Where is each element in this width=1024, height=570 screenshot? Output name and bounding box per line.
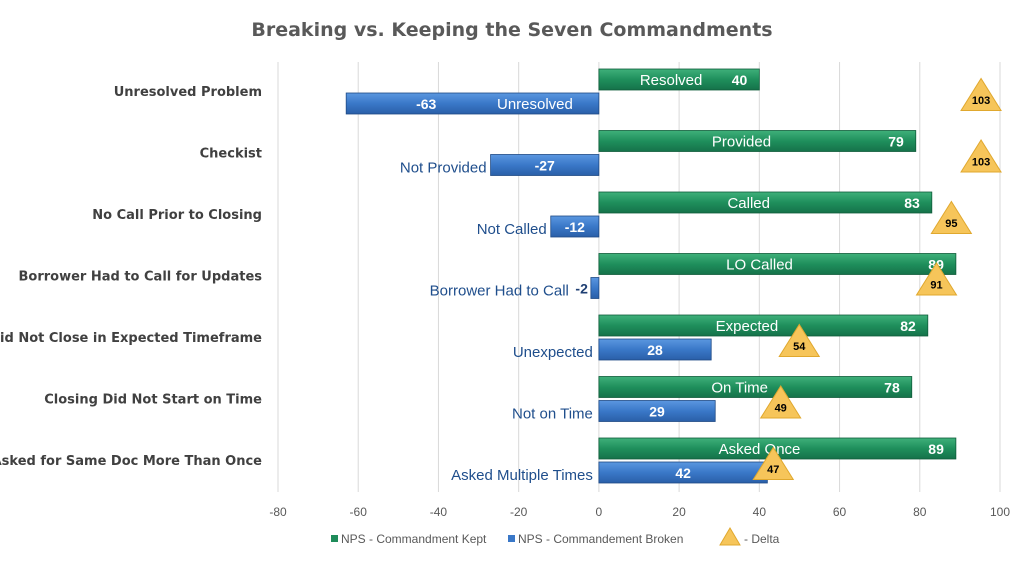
bar-category-label: Unresolved (497, 96, 573, 113)
delta-marker (960, 77, 1002, 111)
x-axis-ticks: -80 -60 -40 -20 0 20 40 60 80 100 (269, 505, 1010, 519)
legend-label: NPS - Commandement Broken (518, 532, 683, 546)
x-tick-label: 0 (596, 505, 603, 519)
bar-kept (598, 314, 929, 337)
bar-value-label: 42 (675, 465, 691, 481)
x-tick-label: 20 (672, 505, 686, 519)
bar-category-label: Borrower Had to Call (430, 283, 569, 300)
delta-value-label: 47 (767, 464, 779, 476)
bar-value-label: 28 (647, 342, 663, 358)
bar-broken (598, 338, 712, 361)
bar-broken (490, 154, 600, 176)
category-label: No Call Prior to Closing (92, 208, 262, 223)
x-tick-label: -40 (430, 505, 448, 519)
delta-marker (778, 323, 821, 357)
delta-marker (960, 139, 1002, 173)
legend-label: NPS - Commandment Kept (341, 532, 487, 546)
bar-value-label: 78 (884, 380, 900, 396)
x-tick-label: -80 (269, 505, 287, 519)
bar-value-label: -2 (575, 281, 588, 297)
delta-marker (752, 446, 795, 480)
delta-value-label: 49 (775, 403, 787, 415)
delta-marker (915, 262, 958, 296)
bar-category-label: Asked Once (719, 441, 801, 458)
bar-kept (598, 376, 913, 398)
bar-value-label: 82 (900, 318, 916, 334)
bar-broken (590, 277, 600, 299)
bar-value-label: 79 (888, 134, 904, 150)
x-tick-label: 60 (833, 505, 847, 519)
bar-category-label: Unexpected (513, 344, 593, 361)
legend-swatch (331, 535, 338, 542)
category-label: Closing Did Not Start on Time (44, 393, 262, 408)
chart-title: Breaking vs. Keeping the Seven Commandme… (251, 19, 772, 41)
bar-value-label: 89 (928, 441, 944, 457)
category-label: Borrower Had to Call for Updates (19, 270, 263, 285)
category-labels: Unresolved Problem Checkist No Call Prior … (0, 85, 262, 469)
bar-kept (598, 253, 957, 275)
bar-value-label: -27 (535, 158, 555, 174)
bar-broken (345, 92, 600, 115)
bar-category-label: Not Provided (400, 160, 487, 177)
bar-category-label: Asked Multiple Times (451, 467, 593, 484)
category-label: Checkist (200, 147, 262, 162)
legend: NPS - Commandment Kept NPS - Commandement… (331, 527, 780, 546)
bar-broken (598, 400, 716, 422)
x-tick-label: 40 (753, 505, 767, 519)
x-tick-label: 80 (913, 505, 927, 519)
bar-value-label: 40 (732, 72, 748, 88)
bar-category-label: LO Called (726, 257, 793, 274)
legend-label: - Delta (744, 532, 780, 546)
delta-value-label: 95 (945, 218, 957, 230)
bar-kept (598, 130, 917, 152)
legend-swatch (508, 535, 515, 542)
bar-category-label: Called (727, 195, 770, 212)
bar-category-label: Provided (712, 134, 771, 151)
bar-category-label: Not on Time (512, 406, 593, 423)
delta-value-label: 91 (930, 280, 942, 292)
bar-category-label: On Time (711, 380, 768, 397)
bar-category-label: Not Called (477, 221, 547, 238)
bar-kept (598, 191, 933, 214)
bar-broken (550, 215, 600, 238)
x-tick-label: -60 (350, 505, 368, 519)
bar-category-label: Resolved (640, 72, 703, 89)
delta-marker (930, 200, 973, 234)
x-tick-label: -20 (510, 505, 528, 519)
bar-value-label: 83 (904, 195, 920, 211)
grid (277, 62, 1001, 492)
bar-category-label: Expected (716, 318, 779, 335)
delta-markers: 103 103 95 91 54 49 47 (752, 77, 1002, 480)
category-label: Did Not Close in Expected Timeframe (0, 331, 262, 346)
bars: 40 Resolved -63 Unresolved 79 Provided -27 Not … (345, 68, 957, 484)
bar-kept (598, 68, 760, 91)
delta-marker (759, 385, 802, 419)
bar-value-label: 29 (649, 404, 665, 420)
category-label: Unresolved Problem (114, 85, 262, 100)
legend-swatch (719, 527, 741, 546)
delta-value-label: 103 (972, 157, 990, 169)
delta-value-label: 103 (972, 95, 990, 107)
bar-value-label: -63 (416, 96, 436, 112)
x-tick-label: 100 (990, 505, 1010, 519)
category-label: Asked for Same Doc More Than Once (0, 454, 262, 469)
bar-value-label: -12 (565, 219, 585, 235)
delta-value-label: 54 (793, 341, 806, 353)
